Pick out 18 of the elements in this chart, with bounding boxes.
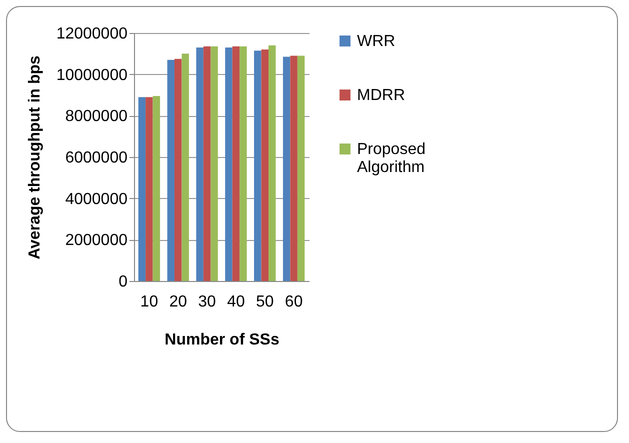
x-axis-title: Number of SSs: [164, 332, 280, 348]
x-tick-label: 20: [169, 294, 188, 310]
y-tick-label: 12000000: [56, 26, 128, 42]
y-tick-label: 2000000: [65, 232, 128, 250]
x-tick-label: 30: [198, 294, 216, 310]
y-tick-label: 8000000: [65, 108, 128, 126]
legend-label: WRR: [357, 33, 396, 50]
x-tick-label: 50: [256, 294, 274, 310]
x-tick-label: 40: [227, 294, 245, 310]
x-tick-label: 60: [284, 294, 303, 310]
legend-label: MDRR: [357, 87, 405, 104]
y-tick-label: 6000000: [65, 150, 128, 166]
y-tick-label: 4000000: [65, 190, 128, 208]
y-axis-title: Average throughput in bps: [26, 55, 44, 260]
x-tick-label: 10: [140, 294, 158, 310]
y-tick-label: 10000000: [56, 66, 128, 84]
y-tick-label: 0: [118, 274, 128, 290]
legend-label: Proposed Algorithm: [357, 141, 426, 176]
